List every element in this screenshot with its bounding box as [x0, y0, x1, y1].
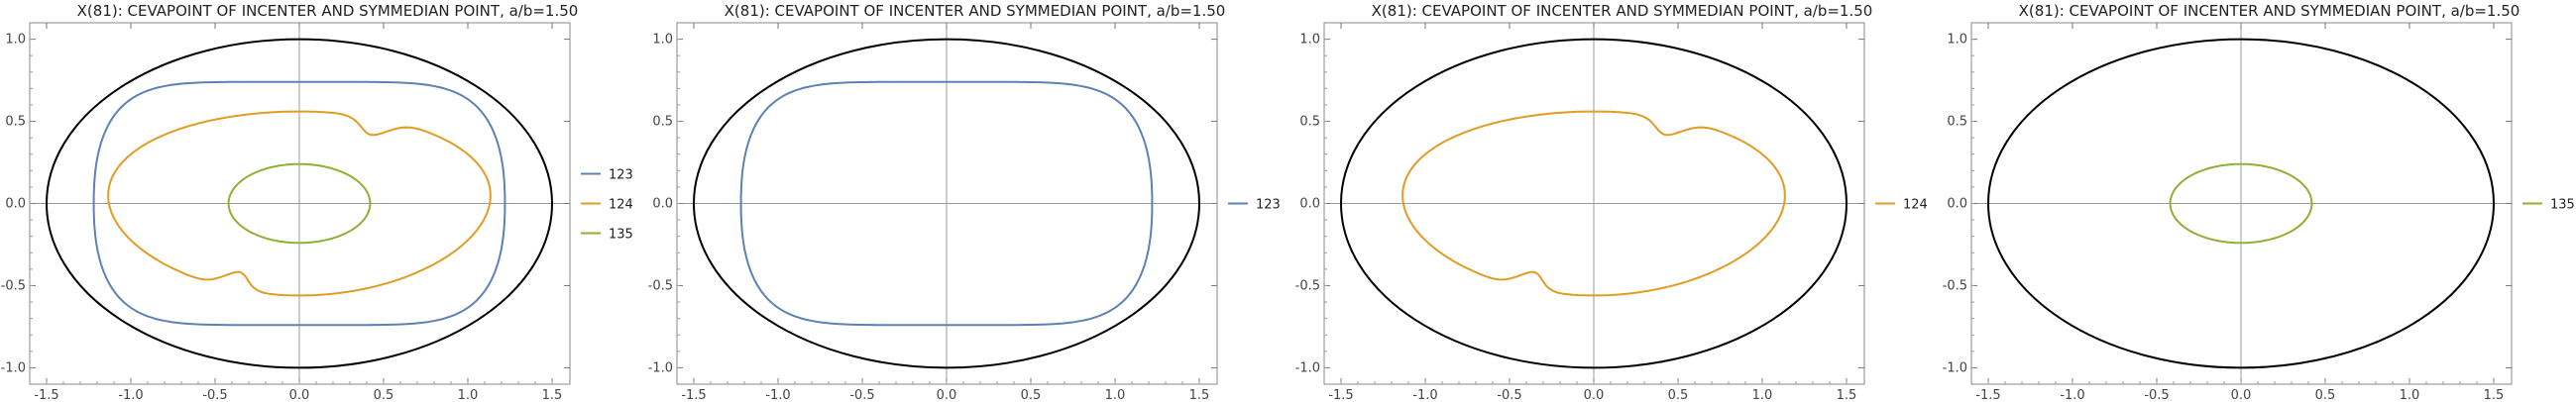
- x-tick-label: 0.0: [2231, 388, 2252, 402]
- legend-label-135: 135: [609, 228, 633, 243]
- x-tick-label: 0.5: [1021, 388, 1042, 402]
- y-tick-label: 0.5: [1299, 115, 1320, 130]
- x-tick-label: 0.5: [2315, 388, 2336, 402]
- x-tick-label: -0.5: [849, 388, 874, 402]
- x-tick-label: 0.5: [374, 388, 394, 402]
- x-tick-label: 0.5: [1668, 388, 1689, 402]
- y-tick-label: 1.0: [5, 33, 26, 48]
- chart-title: X(81): CEVAPOINT OF INCENTER AND SYMMEDI…: [77, 2, 579, 20]
- x-tick-label: 0.0: [289, 388, 310, 402]
- x-tick-label: 1.0: [2400, 388, 2420, 402]
- x-tick-label: -1.5: [1328, 388, 1353, 402]
- x-tick-label: 1.5: [542, 388, 563, 402]
- chart-panel-2: X(81): CEVAPOINT OF INCENTER AND SYMMEDI…: [648, 2, 1281, 402]
- x-tick-label: -1.0: [2060, 388, 2084, 402]
- y-tick-label: 0.0: [652, 197, 673, 212]
- y-tick-label: -1.0: [1, 360, 26, 375]
- x-tick-label: -1.5: [1975, 388, 2000, 402]
- y-tick-label: 0.0: [1947, 197, 1967, 212]
- y-tick-label: -0.5: [1295, 278, 1320, 293]
- series-curve-124: [1401, 110, 1786, 297]
- y-tick-label: -0.5: [1943, 278, 1967, 293]
- chart-panel-1: X(81): CEVAPOINT OF INCENTER AND SYMMEDI…: [1, 2, 633, 402]
- legend-label-124: 124: [609, 198, 633, 213]
- chart-title: X(81): CEVAPOINT OF INCENTER AND SYMMEDI…: [2019, 2, 2520, 20]
- x-tick-label: 1.5: [1837, 388, 1857, 402]
- y-tick-label: -1.0: [648, 360, 673, 375]
- x-tick-label: -1.0: [118, 388, 143, 402]
- legend-label-123: 123: [609, 168, 633, 183]
- y-tick-label: 1.0: [652, 33, 673, 48]
- y-tick-label: -1.0: [1295, 360, 1320, 375]
- x-tick-label: 1.0: [1752, 388, 1773, 402]
- x-tick-label: 1.5: [1189, 388, 1210, 402]
- outer-ellipse: [46, 38, 553, 369]
- chart-title: X(81): CEVAPOINT OF INCENTER AND SYMMEDI…: [725, 2, 1226, 20]
- y-tick-label: 0.0: [1299, 197, 1320, 212]
- x-tick-label: -1.5: [34, 388, 58, 402]
- x-tick-label: 1.0: [458, 388, 479, 402]
- outer-ellipse: [1340, 38, 1848, 369]
- y-tick-label: -0.5: [648, 278, 673, 293]
- x-tick-label: -1.0: [765, 388, 790, 402]
- y-tick-label: -0.5: [1, 278, 26, 293]
- y-tick-label: 0.5: [5, 115, 26, 130]
- y-tick-label: 0.5: [1947, 115, 1967, 130]
- x-tick-label: 0.0: [1584, 388, 1605, 402]
- outer-ellipse: [693, 38, 1200, 369]
- x-tick-label: 1.5: [2484, 388, 2505, 402]
- x-tick-label: -0.5: [1497, 388, 1521, 402]
- x-tick-label: 0.0: [937, 388, 957, 402]
- x-tick-label: -1.0: [1412, 388, 1437, 402]
- y-tick-label: -1.0: [1943, 360, 1967, 375]
- series-curve-124: [107, 110, 492, 297]
- legend-label-124: 124: [1903, 198, 1928, 213]
- x-tick-label: -0.5: [2144, 388, 2169, 402]
- legend-label-123: 123: [1256, 198, 1281, 213]
- y-tick-label: 0.5: [652, 115, 673, 130]
- y-tick-label: 1.0: [1947, 33, 1967, 48]
- y-tick-label: 1.0: [1299, 33, 1320, 48]
- x-tick-label: 1.0: [1105, 388, 1126, 402]
- chart-panel-4: X(81): CEVAPOINT OF INCENTER AND SYMMEDI…: [1943, 2, 2575, 402]
- chart-panel-3: X(81): CEVAPOINT OF INCENTER AND SYMMEDI…: [1295, 2, 1928, 402]
- series-curve-123: [92, 80, 506, 327]
- series-curve-135: [227, 162, 372, 245]
- series-curve-123: [739, 80, 1154, 327]
- x-tick-label: -1.5: [681, 388, 706, 402]
- outer-ellipse: [1987, 38, 2495, 369]
- legend-label-135: 135: [2550, 198, 2575, 213]
- chart-title: X(81): CEVAPOINT OF INCENTER AND SYMMEDI…: [1372, 2, 1873, 20]
- x-tick-label: -0.5: [202, 388, 227, 402]
- y-tick-label: 0.0: [5, 197, 26, 212]
- series-curve-135: [2169, 162, 2313, 245]
